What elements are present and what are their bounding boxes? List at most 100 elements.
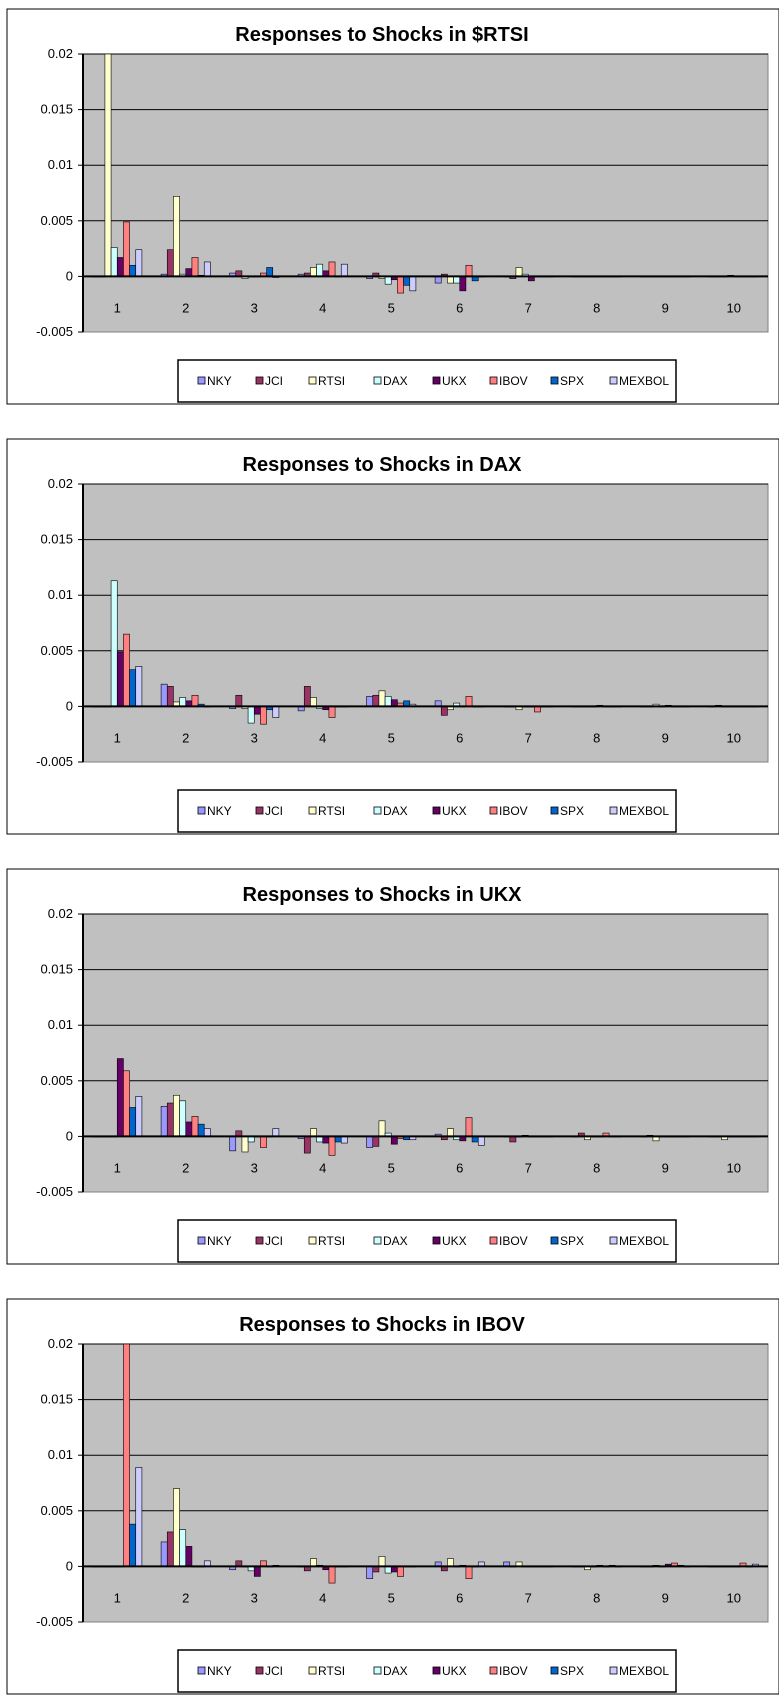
bar (179, 1100, 187, 1137)
x-tick-label: 3 (251, 730, 258, 745)
y-tick-label: 0.01 (48, 587, 73, 602)
bar (160, 1106, 168, 1137)
x-tick-label: 7 (525, 1590, 532, 1605)
bar (397, 1566, 404, 1577)
bar (203, 1128, 211, 1137)
legend-swatch (489, 376, 498, 385)
bar (229, 1136, 237, 1152)
bar (434, 276, 442, 284)
chart-svg: Responses to Shocks in UKX 0.02 0.015 0.01 0… (6, 868, 779, 1265)
plot-area (82, 483, 769, 763)
bar (179, 1529, 187, 1567)
y-tick-label: -0.005 (36, 754, 73, 769)
bar (129, 1107, 137, 1137)
y-tick-label: 0.015 (40, 962, 73, 977)
bar (310, 1128, 317, 1137)
legend-swatch (197, 1666, 206, 1675)
y-tick-label: 0.015 (40, 102, 73, 117)
y-tick-label: -0.005 (36, 1184, 73, 1199)
legend-label: JCI (265, 1664, 283, 1678)
bar (328, 1136, 336, 1156)
y-tick-label: 0 (66, 268, 73, 283)
bar (166, 1102, 174, 1137)
bar (173, 1094, 180, 1137)
bar (247, 706, 255, 724)
y-tick-label: 0 (66, 1558, 73, 1573)
y-tick-label: 0.02 (48, 1336, 73, 1351)
bar (203, 261, 211, 277)
bar (123, 633, 130, 707)
x-tick-label: 2 (182, 1160, 189, 1175)
legend-label: NKY (207, 374, 232, 388)
bar (409, 276, 417, 292)
y-tick-label: -0.005 (36, 1614, 73, 1629)
legend-swatch (255, 1666, 264, 1675)
bar (515, 267, 523, 277)
bar (173, 1488, 180, 1567)
legend-swatch (489, 1236, 498, 1245)
bar (173, 196, 180, 277)
legend-swatch (609, 376, 618, 385)
bar (166, 686, 174, 707)
bar (129, 264, 137, 277)
legend-label: IBOV (499, 1664, 528, 1678)
legend-label: SPX (560, 1664, 584, 1678)
bar (197, 1123, 205, 1137)
bar (104, 53, 112, 277)
y-tick-label: 0.01 (48, 157, 73, 172)
bar (384, 276, 392, 285)
chart-svg: Responses to Shocks in DAX 0.02 0.015 0.01 0… (6, 438, 779, 835)
legend-label: MEXBOL (619, 374, 669, 388)
bar (316, 263, 324, 277)
x-tick-label: 3 (251, 1590, 258, 1605)
legend-swatch (197, 1236, 206, 1245)
legend-swatch (432, 376, 441, 385)
bar (366, 1136, 374, 1148)
chart-dax: Responses to Shocks in DAX 0.02 0.015 0.01 0… (0, 438, 779, 835)
x-tick-label: 10 (727, 1590, 741, 1605)
bar (303, 1136, 311, 1154)
legend-swatch (609, 1666, 618, 1675)
bar (366, 696, 374, 707)
x-tick-label: 1 (114, 300, 121, 315)
legend-swatch (308, 806, 317, 815)
x-tick-label: 3 (251, 300, 258, 315)
legend-swatch (432, 1236, 441, 1245)
chart-svg: Responses to Shocks in $RTSI0.020.0150.0… (6, 8, 779, 405)
legend-swatch (373, 1236, 382, 1245)
y-tick-label: 0 (66, 1128, 73, 1143)
bar (260, 1136, 267, 1148)
legend-label: SPX (560, 1234, 584, 1248)
bar (116, 651, 124, 707)
legend-swatch (550, 376, 559, 385)
x-tick-label: 9 (662, 300, 669, 315)
bar (260, 706, 267, 725)
chart-title: Responses to Shocks in $RTSI (235, 24, 528, 46)
bar (185, 1546, 193, 1567)
bar (372, 694, 380, 707)
bar (397, 276, 404, 294)
x-tick-label: 2 (182, 730, 189, 745)
bar (465, 1117, 473, 1137)
legend-label: RTSI (318, 804, 345, 818)
y-tick-label: 0.01 (48, 1017, 73, 1032)
x-tick-label: 6 (456, 300, 463, 315)
legend-swatch (373, 376, 382, 385)
bar (465, 1566, 473, 1579)
chart-svg: Responses to Shocks in IBOV0.020.0150.01… (6, 1298, 779, 1695)
x-tick-label: 4 (319, 300, 326, 315)
bar (160, 683, 168, 707)
y-tick-label: 0.01 (48, 1447, 73, 1462)
bar (185, 1121, 193, 1137)
y-tick-label: 0.005 (40, 213, 73, 228)
legend (177, 789, 677, 833)
y-tick-label: 0.005 (40, 643, 73, 658)
chart-rtsi: Responses to Shocks in $RTSI 0.02 0.015 0.0… (0, 8, 779, 405)
bar (403, 276, 411, 286)
y-tick-label: 0 (66, 698, 73, 713)
legend (177, 1219, 677, 1263)
x-tick-label: 6 (456, 730, 463, 745)
bar (453, 276, 461, 284)
x-tick-label: 3 (251, 1160, 258, 1175)
bar (272, 706, 280, 718)
